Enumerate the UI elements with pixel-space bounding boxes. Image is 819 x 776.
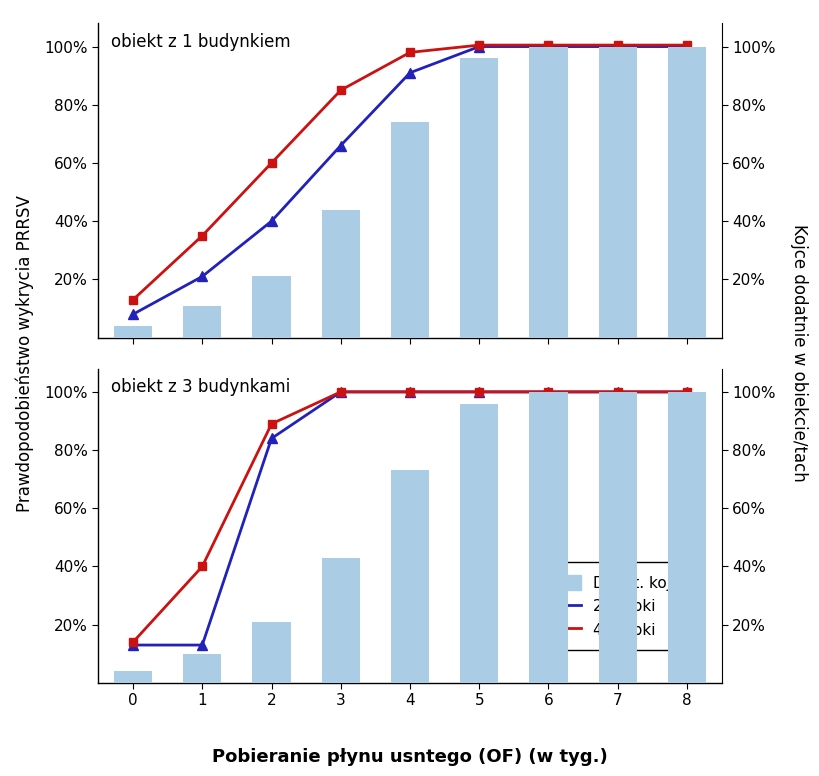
- Bar: [252, 276, 290, 338]
- Text: obiekt z 3 budynkami: obiekt z 3 budynkami: [111, 378, 290, 396]
- Bar: [667, 392, 705, 683]
- Bar: [598, 392, 636, 683]
- Legend: Dodat. kojce, 2 próbki, 4 próbki: Dodat. kojce, 2 próbki, 4 próbki: [530, 563, 700, 650]
- Bar: [252, 622, 290, 683]
- Bar: [459, 404, 498, 683]
- Text: Kojce dodatnie w obiekcie/tach: Kojce dodatnie w obiekcie/tach: [790, 224, 808, 482]
- Bar: [183, 653, 221, 683]
- Bar: [391, 123, 428, 338]
- Bar: [529, 47, 567, 338]
- Bar: [459, 58, 498, 338]
- Bar: [321, 210, 360, 338]
- Text: Pobieranie płynu usntego (OF) (w tyg.): Pobieranie płynu usntego (OF) (w tyg.): [212, 747, 607, 766]
- Bar: [529, 392, 567, 683]
- Bar: [321, 558, 360, 683]
- Bar: [391, 470, 428, 683]
- Text: Prawdopodobieństwo wykrycia PRRSV: Prawdopodobieństwo wykrycia PRRSV: [16, 195, 34, 511]
- Bar: [667, 47, 705, 338]
- Bar: [114, 326, 152, 338]
- Bar: [114, 671, 152, 683]
- Bar: [598, 47, 636, 338]
- Bar: [183, 306, 221, 338]
- Text: obiekt z 1 budynkiem: obiekt z 1 budynkiem: [111, 33, 290, 50]
